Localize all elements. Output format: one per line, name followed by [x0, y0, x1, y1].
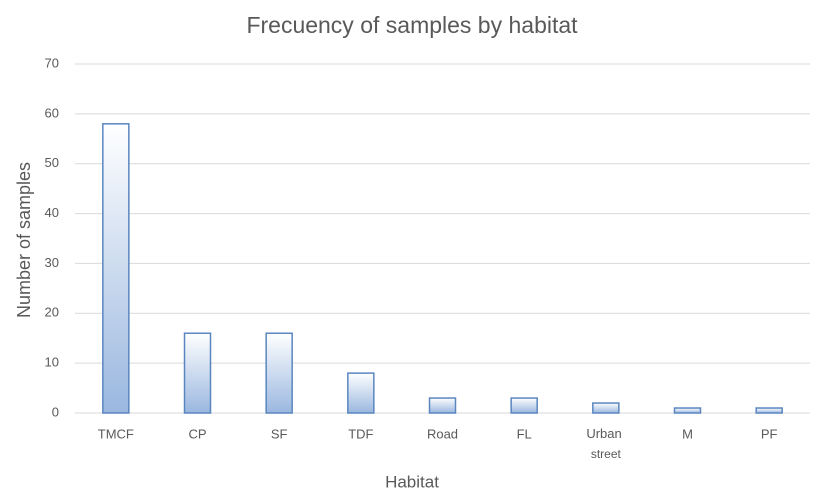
y-tick-label: 0: [52, 404, 59, 419]
bar: [265, 332, 293, 414]
y-tick-label: 60: [45, 105, 59, 120]
y-tick-label: 40: [45, 205, 59, 220]
y-tick-label: 70: [45, 55, 59, 70]
y-tick-label: 30: [45, 255, 59, 270]
x-tick-label: PF: [761, 426, 778, 441]
bar: [183, 332, 212, 414]
x-tick-label: M: [682, 426, 693, 441]
bar: [755, 407, 783, 414]
y-tick-label: 10: [45, 355, 59, 370]
x-axis-title: Habitat: [385, 472, 439, 491]
y-axis-title: Number of samples: [14, 162, 34, 318]
x-tick-label: Road: [427, 426, 458, 441]
x-tick-label: TDF: [348, 426, 373, 441]
x-tick-label: FL: [517, 426, 532, 441]
bar: [428, 397, 457, 414]
bar: [102, 123, 130, 414]
chart-title: Frecuency of samples by habitat: [246, 12, 578, 38]
x-tick-label: Urban street: [586, 426, 625, 461]
x-tick-label: TMCF: [98, 426, 134, 441]
bar: [347, 372, 375, 414]
y-tick-label: 20: [45, 305, 59, 320]
bar: [592, 402, 620, 414]
y-tick-label: 50: [45, 155, 59, 170]
bar: [673, 407, 702, 414]
x-tick-label: SF: [271, 426, 288, 441]
x-tick-label: CP: [188, 426, 206, 441]
bar: [510, 397, 538, 414]
